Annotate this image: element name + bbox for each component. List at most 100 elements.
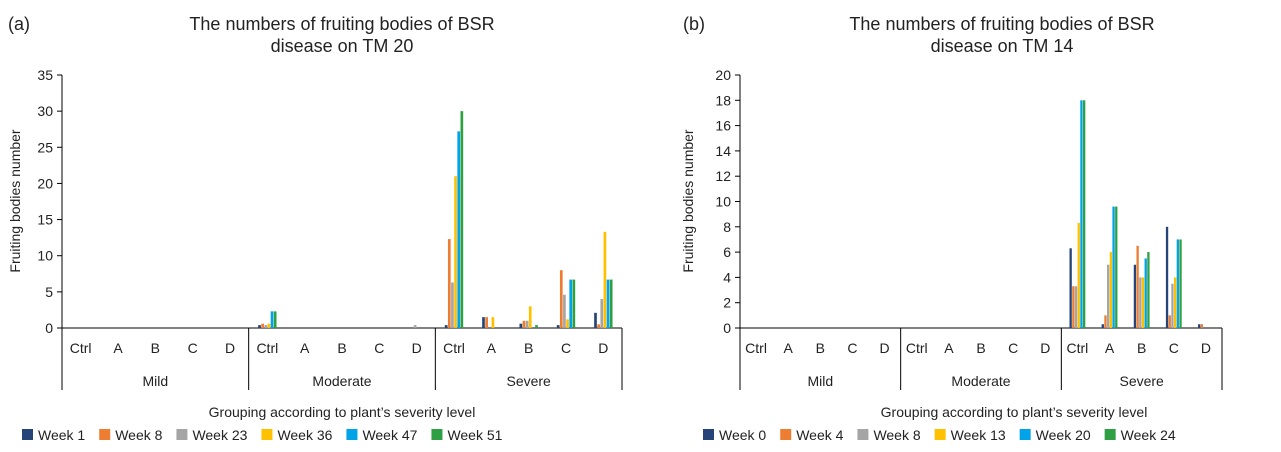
category-label: D — [225, 340, 235, 356]
y-axis-title: Fruiting bodies number — [7, 129, 23, 273]
bar-week-1 — [556, 325, 560, 328]
bar-week-36 — [603, 231, 607, 328]
y-tick-label: 20 — [37, 175, 53, 191]
bar-week-47 — [457, 131, 461, 328]
bar-week-13 — [1141, 277, 1145, 328]
bar-week-0 — [1133, 264, 1137, 328]
chart-title-line-1: The numbers of fruiting bodies of BSR — [189, 14, 494, 34]
category-label: Ctrl — [1067, 340, 1089, 356]
legend-label: Week 8 — [873, 427, 920, 443]
y-tick-label: 12 — [715, 168, 731, 184]
bar-week-23 — [451, 282, 454, 328]
category-label: C — [561, 340, 571, 356]
bar-week-36 — [528, 306, 532, 328]
y-tick-label: 15 — [37, 212, 53, 228]
group-label: Mild — [142, 373, 168, 389]
legend-label: Week 13 — [951, 427, 1006, 443]
category-label: A — [1105, 340, 1115, 356]
legend-label: Week 1 — [38, 427, 85, 443]
category-label: A — [944, 340, 954, 356]
bar-week-8 — [447, 239, 451, 328]
bar-week-20 — [1112, 206, 1115, 328]
legend-swatch — [176, 429, 188, 440]
category-label: Ctrl — [256, 340, 278, 356]
group-label: Severe — [506, 373, 551, 389]
bar-week-1 — [594, 312, 597, 328]
y-tick-label: 14 — [715, 143, 731, 159]
bar-week-1 — [444, 325, 448, 328]
y-tick-label: 25 — [37, 139, 53, 155]
category-label: Ctrl — [70, 340, 92, 356]
bar-week-0 — [1165, 226, 1169, 328]
category-label: D — [598, 340, 608, 356]
y-tick-label: 5 — [45, 284, 53, 300]
y-tick-label: 30 — [37, 103, 53, 119]
category-label: A — [300, 340, 310, 356]
bar-week-8 — [1171, 283, 1174, 328]
y-tick-label: 8 — [723, 219, 731, 235]
legend-swatch — [99, 429, 111, 440]
category-label: Ctrl — [443, 340, 465, 356]
legend-label: Week 51 — [447, 427, 502, 443]
bar-week-24 — [1082, 100, 1086, 328]
panel-a: (a) The numbers of fruiting bodies of BS… — [7, 14, 623, 443]
bar-week-8 — [597, 324, 600, 328]
legend: Week 1 Week 8 Week 23 Week 36 Week 47 Week 51 — [22, 427, 503, 443]
panel-label: (b) — [683, 14, 705, 34]
bar-week-8 — [1139, 277, 1142, 328]
panel-label: (a) — [8, 14, 30, 34]
bar-week-24 — [1147, 252, 1150, 328]
category-label: C — [1008, 340, 1018, 356]
legend-swatch — [1104, 429, 1116, 440]
bar-week-51 — [460, 111, 464, 329]
bar-week-36 — [267, 323, 271, 328]
bar-week-1 — [519, 323, 523, 328]
x-axis-title: Grouping according to plant’s severity l… — [209, 404, 476, 420]
bar-week-51 — [273, 311, 277, 328]
legend-swatch — [261, 429, 273, 440]
bar-week-8 — [261, 323, 264, 328]
category-label: B — [976, 340, 985, 356]
bar-week-13 — [1173, 277, 1177, 328]
group-label: Moderate — [951, 373, 1010, 389]
bar-week-47 — [569, 279, 573, 328]
legend-label: Week 24 — [1121, 427, 1176, 443]
category-label: A — [113, 340, 123, 356]
group-label: Severe — [1119, 373, 1164, 389]
bar-week-4 — [1200, 324, 1204, 328]
bar-week-13 — [1077, 223, 1080, 328]
bar-week-0 — [1101, 324, 1104, 328]
bar-week-0 — [1069, 248, 1072, 328]
y-tick-label: 10 — [37, 248, 53, 264]
bar-week-23 — [563, 294, 566, 328]
bar-week-20 — [1176, 239, 1180, 328]
bar-week-36 — [566, 319, 569, 328]
legend-swatch — [703, 429, 714, 440]
y-tick-label: 2 — [723, 295, 731, 311]
category-label: A — [487, 340, 497, 356]
y-tick-label: 16 — [715, 118, 731, 134]
bar-week-47 — [270, 311, 274, 328]
y-tick-label: 20 — [715, 67, 731, 83]
plot-area: 0 5 10 15 20 25 30 35 Mild Moderate Severe Ctrl A B C D… — [37, 67, 623, 390]
legend-label: Week 36 — [277, 427, 332, 443]
bar-week-4 — [1072, 286, 1075, 328]
category-label: D — [1201, 340, 1211, 356]
bar-week-13 — [1109, 252, 1113, 328]
category-label: B — [1137, 340, 1146, 356]
bar-week-23 — [413, 325, 417, 328]
group-label: Mild — [807, 373, 833, 389]
bar-week-4 — [1104, 315, 1107, 328]
bar-week-0 — [1198, 324, 1201, 328]
legend-label: Week 0 — [719, 427, 766, 443]
legend-label: Week 23 — [192, 427, 247, 443]
y-tick-label: 0 — [723, 320, 731, 336]
bar-week-4 — [1168, 315, 1171, 328]
bar-week-51 — [535, 325, 538, 328]
category-label: B — [816, 340, 825, 356]
y-tick-label: 18 — [715, 92, 731, 108]
category-label: A — [784, 340, 794, 356]
bar-week-51 — [609, 279, 613, 328]
category-label: D — [880, 340, 890, 356]
